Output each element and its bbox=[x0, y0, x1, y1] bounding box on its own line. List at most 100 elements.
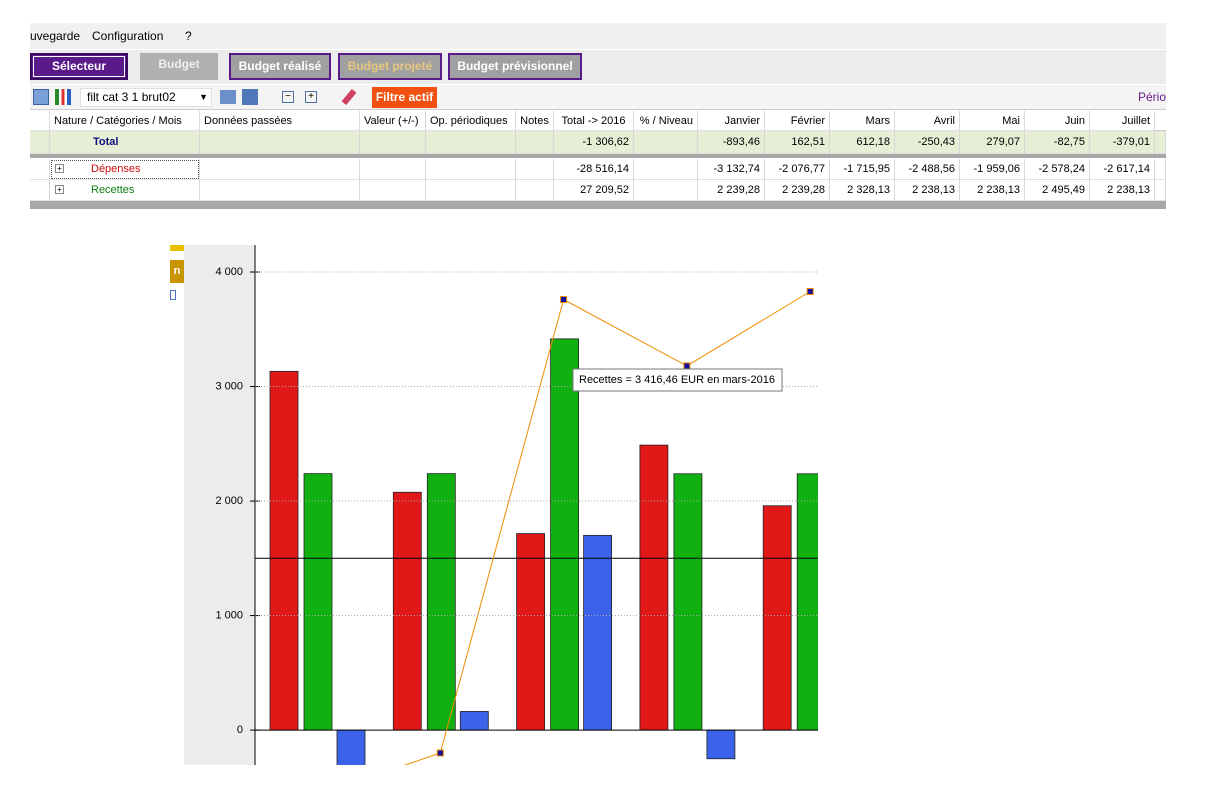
column-header: Juin bbox=[1025, 111, 1090, 131]
empty-cell bbox=[426, 131, 516, 154]
tab-button[interactable]: Budget prévisionnel bbox=[448, 53, 582, 80]
bar bbox=[303, 473, 333, 731]
row-header bbox=[30, 180, 50, 201]
bar bbox=[639, 444, 669, 731]
column-header: Mai bbox=[960, 111, 1025, 131]
value-cell: 279,07 bbox=[960, 131, 1025, 154]
tab-button[interactable]: Sélecteur bbox=[30, 53, 128, 80]
toolbar-icon[interactable] bbox=[55, 89, 71, 105]
value-cell: 612,18 bbox=[830, 131, 895, 154]
expand-icon[interactable]: + bbox=[55, 164, 64, 173]
toolbar-icon[interactable] bbox=[242, 89, 258, 105]
line-marker bbox=[436, 749, 444, 757]
value-cell: -2 488,56 bbox=[895, 159, 960, 180]
column-header: Valeur (+/-) bbox=[360, 111, 426, 131]
row-header bbox=[30, 159, 50, 180]
column-header: Janvier bbox=[698, 111, 765, 131]
empty-cell bbox=[200, 159, 360, 180]
side-icon bbox=[170, 290, 176, 300]
bar bbox=[583, 534, 612, 731]
column-header: Total -> 2016 bbox=[554, 111, 634, 131]
value-cell: 2 239,28 bbox=[765, 180, 830, 201]
row-header bbox=[30, 111, 50, 131]
bar bbox=[269, 370, 299, 731]
cell bbox=[1155, 180, 1166, 201]
column-header: Février bbox=[765, 111, 830, 131]
line-marker bbox=[314, 792, 320, 798]
expand-icon[interactable]: + bbox=[55, 185, 64, 194]
tab-button[interactable]: Budget projeté bbox=[338, 53, 442, 80]
tooltip-box bbox=[572, 368, 783, 392]
value-cell: 27 209,52 bbox=[554, 180, 634, 201]
bar bbox=[550, 338, 579, 731]
value-cell: 2 238,13 bbox=[960, 180, 1025, 201]
empty-cell bbox=[360, 131, 426, 154]
empty-cell bbox=[634, 131, 698, 154]
expand-button[interactable]: + bbox=[305, 91, 317, 103]
row-header bbox=[30, 131, 50, 154]
toolbar-icon[interactable] bbox=[33, 89, 49, 105]
value-cell: -1 959,06 bbox=[960, 159, 1025, 180]
tab-button[interactable]: Budget réalisé bbox=[229, 53, 331, 80]
row-label: Total bbox=[50, 131, 200, 154]
value-cell: -3 132,74 bbox=[698, 159, 765, 180]
tooltip: Recettes = 3 416,46 EUR en mars-2016 bbox=[579, 374, 775, 386]
row-bg bbox=[30, 131, 1166, 154]
column-header: % / Niveau bbox=[634, 111, 698, 131]
bar bbox=[706, 729, 736, 760]
empty-cell bbox=[360, 180, 426, 201]
menu-item[interactable]: uvegarde bbox=[30, 29, 81, 43]
value-cell: 162,51 bbox=[765, 131, 830, 154]
value-cell: 2 238,13 bbox=[895, 180, 960, 201]
empty-cell bbox=[200, 180, 360, 201]
row-label: Dépenses bbox=[50, 159, 200, 180]
line bbox=[403, 291, 811, 765]
empty-cell bbox=[634, 159, 698, 180]
toolbar-icon[interactable] bbox=[220, 90, 236, 104]
plot bbox=[255, 287, 818, 798]
bar bbox=[796, 473, 818, 731]
line-marker bbox=[806, 287, 814, 295]
value-cell: -893,46 bbox=[698, 131, 765, 154]
value-cell: -2 076,77 bbox=[765, 159, 830, 180]
empty-cell bbox=[634, 180, 698, 201]
side-strip bbox=[170, 245, 184, 251]
value-cell: 2 495,49 bbox=[1025, 180, 1090, 201]
value-cell: 2 238,13 bbox=[1090, 180, 1155, 201]
column-header: Juillet bbox=[1090, 111, 1155, 131]
bar bbox=[673, 473, 703, 731]
side-panel bbox=[184, 245, 255, 765]
bar bbox=[762, 505, 792, 731]
empty-cell bbox=[516, 159, 554, 180]
filter-active-button[interactable]: Filtre actif bbox=[372, 87, 437, 108]
value-cell: -2 617,14 bbox=[1090, 159, 1155, 180]
empty-cell bbox=[426, 180, 516, 201]
bar bbox=[336, 729, 366, 765]
empty-cell bbox=[516, 180, 554, 201]
tab-button[interactable]: Budget bbox=[140, 53, 218, 80]
column-header: Op. périodiques bbox=[426, 111, 516, 131]
cell bbox=[1155, 131, 1166, 154]
column-header: Notes bbox=[516, 111, 554, 131]
column-header: Nature / Catégories / Mois bbox=[50, 111, 200, 131]
menu-item[interactable]: Configuration bbox=[92, 29, 164, 43]
separator bbox=[30, 154, 1166, 158]
value-cell: -82,75 bbox=[1025, 131, 1090, 154]
menu-item[interactable]: ? bbox=[185, 29, 192, 43]
row-bg bbox=[30, 180, 1166, 201]
collapse-button[interactable]: − bbox=[282, 91, 294, 103]
bar bbox=[392, 491, 422, 731]
menu-bar bbox=[30, 23, 1166, 49]
cell bbox=[1155, 159, 1166, 180]
column-header: Avril bbox=[895, 111, 960, 131]
bar bbox=[516, 533, 545, 731]
side-label: n bbox=[170, 260, 184, 283]
value-cell: -2 578,24 bbox=[1025, 159, 1090, 180]
line-marker bbox=[560, 296, 568, 304]
value-cell: 2 328,13 bbox=[830, 180, 895, 201]
filter-combo[interactable]: filt cat 3 1 brut02 ▼ bbox=[80, 88, 212, 107]
value-cell: -379,01 bbox=[1090, 131, 1155, 154]
value-cell: -1 306,62 bbox=[554, 131, 634, 154]
empty-cell bbox=[200, 131, 360, 154]
grid-bottom bbox=[30, 201, 1166, 209]
